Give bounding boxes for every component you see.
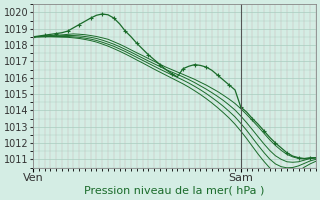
X-axis label: Pression niveau de la mer( hPa ): Pression niveau de la mer( hPa ) <box>84 186 265 196</box>
